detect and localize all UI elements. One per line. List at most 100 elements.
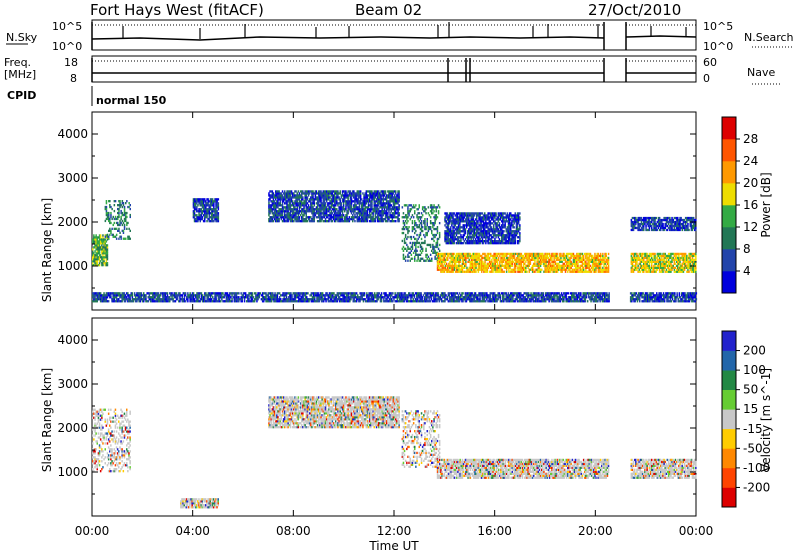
echo-cell	[376, 206, 379, 209]
echo-cell	[521, 254, 524, 258]
echo-cell	[268, 218, 270, 221]
echo-cell	[424, 206, 426, 209]
echo-cell	[507, 236, 510, 239]
echo-cell	[420, 216, 423, 219]
echo-cell	[281, 214, 284, 217]
echo-cell	[448, 216, 451, 219]
echo-cell	[199, 216, 201, 219]
echo-cell	[337, 192, 339, 195]
echo-cell	[453, 220, 455, 223]
echo-cell	[434, 220, 436, 223]
echo-cell	[595, 258, 597, 261]
echo-cell	[307, 190, 310, 193]
echo-cell	[332, 210, 335, 213]
echo-cell	[110, 205, 112, 209]
echo-cell	[510, 242, 512, 245]
echo-cell	[365, 214, 368, 217]
echo-cell	[576, 266, 578, 269]
echo-cell	[641, 270, 644, 273]
echo-cell	[97, 256, 100, 259]
echo-cell	[301, 196, 303, 199]
echo-cell	[293, 206, 295, 209]
echo-cell	[105, 202, 108, 205]
echo-cell	[272, 216, 275, 219]
echo-cell	[327, 196, 329, 199]
echo-cell	[574, 254, 577, 258]
echo-cell	[352, 210, 354, 213]
echo-cell	[476, 220, 478, 223]
echo-cell	[291, 196, 294, 199]
echo-cell	[315, 210, 318, 213]
echo-cell	[357, 196, 360, 199]
echo-cell	[322, 200, 324, 203]
echo-cell	[311, 204, 313, 207]
echo-cell	[683, 268, 686, 271]
echo-cell	[344, 194, 346, 197]
echo-cell	[329, 214, 331, 217]
echo-cell	[536, 264, 538, 267]
echo-cell	[448, 254, 450, 258]
echo-cell	[487, 222, 489, 225]
echo-cell	[478, 240, 480, 243]
echo-cell	[94, 236, 96, 239]
echo-cell	[468, 218, 470, 221]
echo-cell	[389, 194, 391, 197]
echo-cell	[561, 254, 563, 258]
echo-cell	[406, 222, 408, 225]
echo-cell	[497, 216, 500, 219]
echo-cell	[479, 268, 482, 271]
echo-cell	[299, 214, 302, 217]
echo-cell	[474, 240, 477, 243]
echo-cell	[491, 264, 493, 267]
echo-cell	[410, 237, 413, 241]
echo-cell	[193, 198, 196, 201]
echo-cell	[325, 208, 328, 211]
echo-cell	[198, 208, 200, 211]
echo-cell	[496, 234, 498, 237]
echo-cell	[458, 268, 460, 271]
echo-cell	[507, 226, 510, 229]
echo-cell	[454, 262, 457, 265]
echo-cell	[301, 218, 303, 221]
echo-cell	[332, 190, 335, 193]
echo-cell	[414, 241, 416, 245]
echo-cell	[310, 204, 312, 207]
echo-cell	[605, 268, 607, 271]
echo-cell	[513, 256, 516, 260]
echo-cell	[209, 220, 212, 223]
echo-cell	[497, 266, 500, 269]
echo-cell	[507, 214, 510, 217]
echo-cell	[122, 229, 125, 232]
echo-cell	[391, 206, 394, 209]
echo-cell	[319, 220, 321, 223]
echo-cell	[297, 212, 300, 215]
echo-cell	[273, 212, 276, 215]
echo-cell	[102, 256, 104, 259]
echo-cell	[347, 208, 349, 211]
echo-cell	[340, 208, 343, 211]
echo-cell	[632, 264, 635, 267]
echo-cell	[591, 260, 594, 263]
echo-cell	[276, 212, 278, 215]
echo-cell	[502, 240, 504, 243]
echo-cell	[328, 202, 330, 205]
echo-cell	[663, 254, 665, 258]
echo-cell	[425, 208, 427, 211]
echo-cell	[278, 192, 280, 195]
echo-cell	[375, 212, 378, 215]
echo-cell	[475, 260, 477, 263]
echo-cell	[440, 268, 442, 271]
echo-cell	[607, 268, 610, 271]
echo-cell	[419, 245, 422, 249]
echo-cell	[349, 194, 352, 197]
echo-cell	[594, 270, 596, 273]
echo-cell	[483, 256, 485, 260]
echo-cell	[427, 259, 430, 262]
echo-cell	[643, 260, 645, 263]
echo-cell	[444, 232, 446, 235]
echo-cell	[329, 192, 331, 195]
echo-cell	[311, 206, 313, 209]
echo-cell	[506, 230, 509, 233]
echo-cell	[569, 260, 571, 263]
echo-cell	[313, 198, 315, 201]
